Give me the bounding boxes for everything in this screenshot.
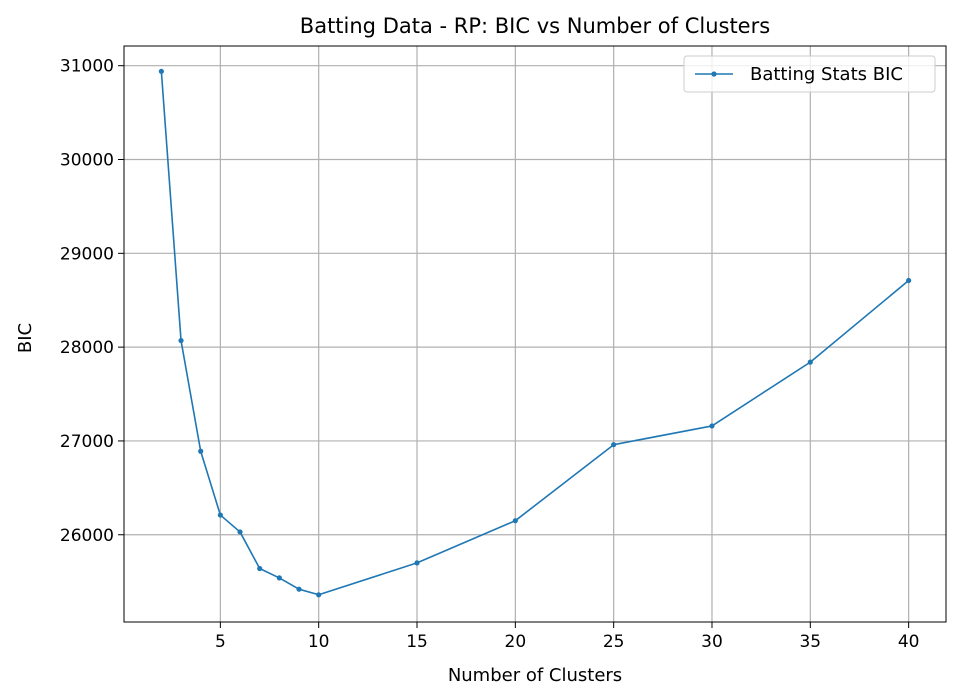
chart-title: Batting Data - RP: BIC vs Number of Clus… bbox=[300, 14, 770, 38]
y-tick-label: 26000 bbox=[60, 526, 114, 546]
data-point bbox=[414, 560, 420, 566]
x-tick-label: 15 bbox=[406, 632, 428, 652]
data-point bbox=[198, 448, 204, 454]
data-point bbox=[709, 423, 715, 429]
x-axis-label: Number of Clusters bbox=[448, 665, 622, 686]
data-point bbox=[296, 586, 302, 592]
data-point bbox=[276, 575, 282, 581]
y-tick-label: 28000 bbox=[60, 338, 114, 358]
y-axis-label: BIC bbox=[15, 323, 36, 353]
y-tick-label: 29000 bbox=[60, 244, 114, 264]
plot-area-frame bbox=[123, 45, 947, 623]
x-tick-label: 40 bbox=[898, 632, 920, 652]
y-tick-label: 30000 bbox=[60, 151, 114, 171]
legend-box bbox=[683, 55, 936, 93]
x-tick-label: 5 bbox=[215, 632, 226, 652]
data-point bbox=[906, 277, 912, 284]
data-point bbox=[611, 442, 617, 448]
data-point bbox=[316, 592, 322, 598]
x-tick-label: 20 bbox=[505, 632, 527, 652]
data-point bbox=[217, 512, 223, 518]
data-point bbox=[512, 518, 518, 524]
legend: Batting Stats BIC bbox=[683, 55, 936, 93]
data-point bbox=[237, 529, 243, 535]
legend-marker-swatch bbox=[711, 71, 717, 77]
y-tick-label: 27000 bbox=[60, 432, 114, 452]
data-point bbox=[178, 337, 184, 344]
x-tick-label: 10 bbox=[308, 632, 330, 652]
series-layer bbox=[158, 68, 912, 598]
legend-label: Batting Stats BIC bbox=[750, 64, 903, 85]
x-tick-label: 30 bbox=[701, 632, 723, 652]
data-point bbox=[807, 359, 813, 365]
x-tick-label: 25 bbox=[603, 632, 625, 652]
axis-ticks: 5 10 15 20 25 30 35 40 26000 27000 28000 29000 30000… bbox=[60, 57, 920, 652]
x-tick-label: 35 bbox=[799, 632, 821, 652]
data-point bbox=[257, 565, 263, 572]
y-tick-label: 31000 bbox=[60, 57, 114, 77]
data-point bbox=[158, 68, 164, 74]
